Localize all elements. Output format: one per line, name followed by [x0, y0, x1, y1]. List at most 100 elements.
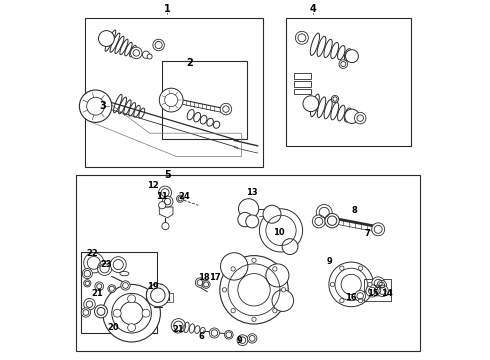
Circle shape: [231, 309, 235, 313]
Bar: [81, 252, 157, 333]
Circle shape: [159, 202, 166, 209]
Circle shape: [272, 290, 294, 311]
Circle shape: [84, 253, 104, 273]
Circle shape: [202, 280, 210, 288]
Text: 9: 9: [327, 256, 333, 265]
Circle shape: [147, 54, 152, 59]
Circle shape: [266, 264, 289, 287]
Circle shape: [329, 262, 373, 307]
Text: 5: 5: [164, 170, 171, 180]
Text: 12: 12: [147, 181, 159, 190]
Circle shape: [368, 282, 372, 287]
Text: 22: 22: [86, 249, 98, 258]
Circle shape: [366, 285, 378, 297]
Circle shape: [79, 90, 112, 122]
Circle shape: [159, 186, 171, 199]
Text: 17: 17: [209, 273, 220, 282]
Circle shape: [377, 280, 387, 290]
Text: 16: 16: [345, 292, 357, 302]
Circle shape: [224, 330, 233, 339]
Circle shape: [209, 328, 220, 338]
Circle shape: [282, 239, 298, 255]
Circle shape: [222, 288, 227, 292]
Circle shape: [171, 319, 186, 333]
Circle shape: [330, 282, 335, 287]
Circle shape: [345, 109, 359, 123]
Circle shape: [130, 47, 142, 59]
Text: 2: 2: [186, 58, 193, 68]
Circle shape: [239, 199, 259, 219]
Circle shape: [84, 298, 95, 310]
Text: 21: 21: [172, 325, 184, 334]
Circle shape: [176, 195, 184, 202]
Text: 13: 13: [246, 188, 258, 197]
Circle shape: [103, 284, 160, 342]
Circle shape: [312, 215, 325, 228]
Circle shape: [153, 39, 164, 51]
Text: 15: 15: [367, 289, 379, 298]
Bar: [294, 89, 311, 94]
Bar: [294, 81, 311, 87]
Circle shape: [325, 213, 339, 228]
Circle shape: [162, 222, 169, 230]
Circle shape: [220, 103, 232, 115]
Bar: [364, 279, 391, 301]
Bar: [85, 18, 263, 167]
Text: 23: 23: [100, 260, 112, 269]
Circle shape: [231, 267, 235, 271]
Ellipse shape: [120, 271, 129, 276]
Circle shape: [238, 212, 252, 227]
Circle shape: [110, 257, 126, 273]
Circle shape: [252, 317, 256, 321]
Circle shape: [121, 281, 130, 290]
Circle shape: [372, 277, 385, 290]
Circle shape: [120, 302, 143, 325]
Circle shape: [358, 298, 363, 303]
Circle shape: [220, 253, 248, 280]
Circle shape: [354, 112, 366, 124]
Circle shape: [316, 204, 332, 220]
Circle shape: [82, 269, 92, 279]
Circle shape: [237, 335, 248, 346]
Text: 6: 6: [199, 332, 205, 341]
Bar: [157, 293, 173, 302]
Circle shape: [162, 196, 173, 207]
Text: 20: 20: [108, 323, 120, 332]
Circle shape: [159, 88, 183, 112]
Text: 21: 21: [92, 289, 103, 298]
Circle shape: [273, 309, 277, 313]
Circle shape: [143, 51, 149, 58]
Circle shape: [95, 282, 103, 291]
Circle shape: [340, 266, 344, 270]
Circle shape: [245, 215, 259, 228]
Circle shape: [81, 308, 91, 317]
Circle shape: [303, 96, 319, 112]
Circle shape: [263, 205, 281, 223]
Bar: [294, 73, 311, 79]
Circle shape: [295, 31, 308, 44]
Text: 10: 10: [273, 228, 285, 237]
Circle shape: [273, 267, 277, 271]
Text: 1: 1: [164, 4, 171, 14]
Circle shape: [252, 258, 256, 262]
Circle shape: [127, 295, 136, 303]
Circle shape: [281, 288, 286, 292]
Circle shape: [98, 261, 112, 275]
Text: 19: 19: [147, 282, 159, 291]
Circle shape: [339, 60, 347, 68]
Text: 18: 18: [198, 273, 209, 282]
Circle shape: [127, 324, 136, 332]
Circle shape: [345, 50, 358, 63]
Text: 8: 8: [352, 206, 358, 215]
Circle shape: [259, 209, 303, 252]
Bar: [162, 61, 247, 139]
Circle shape: [358, 266, 363, 270]
Circle shape: [220, 256, 288, 324]
Text: 7: 7: [365, 230, 370, 239]
Circle shape: [147, 284, 170, 307]
Circle shape: [113, 309, 121, 317]
Circle shape: [331, 95, 339, 103]
Text: 11: 11: [156, 192, 168, 201]
Circle shape: [372, 285, 383, 296]
Circle shape: [98, 31, 114, 46]
